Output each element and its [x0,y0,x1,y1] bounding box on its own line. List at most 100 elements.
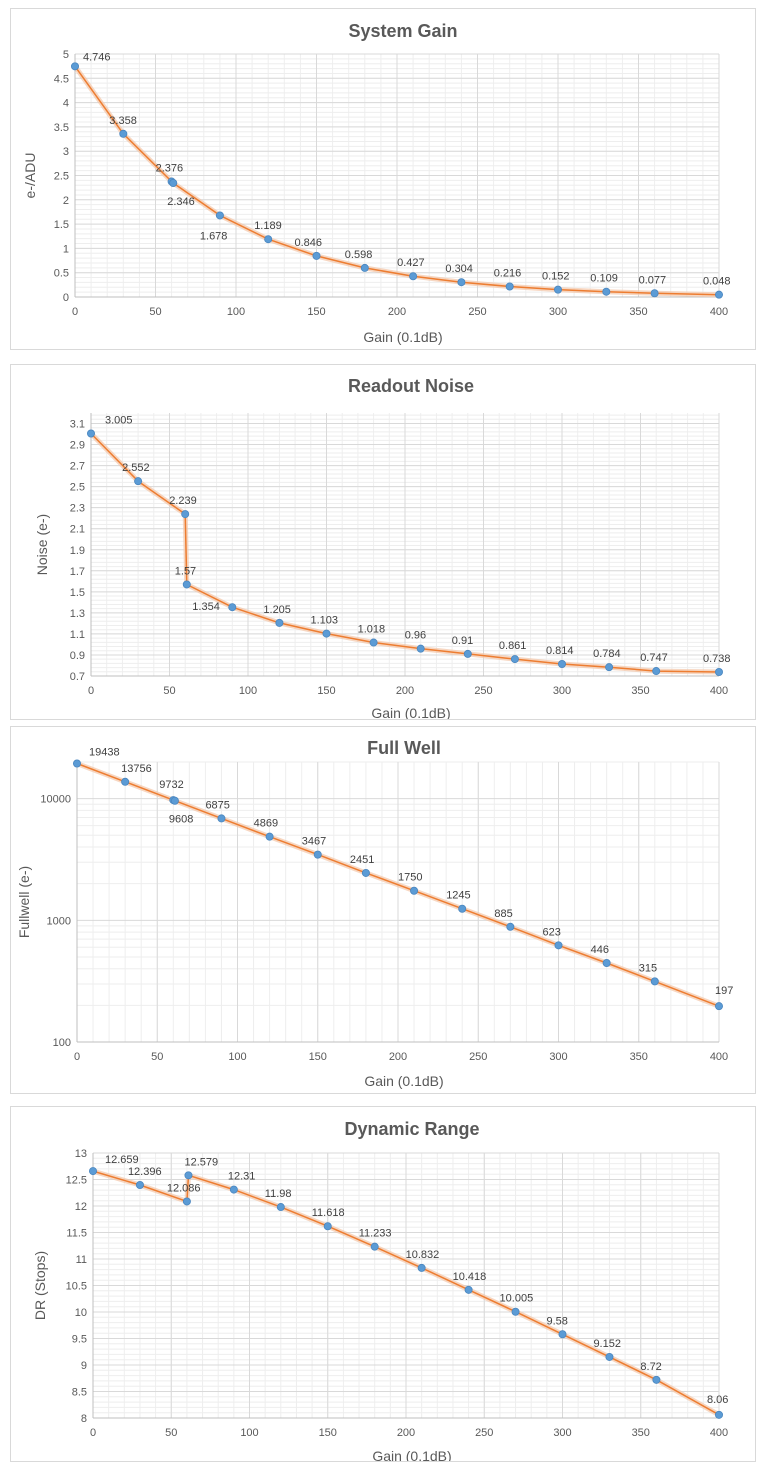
x-tick-label: 100 [228,1051,246,1063]
y-tick-label: 2 [63,195,69,207]
x-tick-label: 300 [549,1051,567,1063]
x-tick-label: 350 [632,1427,650,1439]
data-point [715,1410,724,1419]
data-point [505,282,514,291]
data-label: 0.747 [640,652,668,664]
data-point [410,886,419,895]
data-point [323,1222,332,1231]
x-tick-label: 300 [549,306,567,318]
x-tick-label: 50 [149,306,161,318]
data-point [182,580,191,589]
data-label: 1.57 [175,565,196,577]
data-point [417,1263,426,1272]
chart-panel-system-gain: 0 50 100 150 200 250 300 350 400 0 0.5 1 1.5 2 2.5 3 3.5… [10,8,756,350]
y-tick-label: 2.1 [70,524,85,536]
data-point [605,663,614,672]
data-label: 4.746 [83,51,111,63]
chart-panel-dynamic-range: 0 50 100 150 200 250 300 350 400 8 8.5 9 9.5 10 10.5 11… [10,1106,756,1462]
y-tick-label: 1.3 [70,608,85,620]
data-point [715,290,724,299]
x-tick-label: 400 [710,306,728,318]
data-label: 1.354 [192,601,220,613]
y-tick-label: 1.5 [70,587,85,599]
data-label: 3467 [302,836,326,848]
data-point [135,1181,144,1190]
y-tick-label: 10000 [40,794,71,806]
x-tick-label: 250 [468,306,486,318]
data-label: 9.152 [593,1338,621,1350]
y-tick-label: 1.7 [70,566,85,578]
x-tick-label: 150 [309,1051,327,1063]
data-point [464,1285,473,1294]
data-point [554,285,563,294]
data-point [506,922,515,931]
data-label: 1.189 [254,220,282,232]
data-point [229,1185,238,1194]
x-axis-label: Gain (0.1dB) [371,705,450,719]
y-tick-label: 1000 [47,915,71,927]
data-label: 0.427 [397,257,425,269]
x-tick-label: 0 [72,306,78,318]
data-point [369,638,378,647]
data-label: 2.552 [122,462,150,474]
y-tick-label: 2.9 [70,440,85,452]
x-tick-label: 100 [239,685,257,697]
y-tick-label: 2.3 [70,503,85,515]
y-tick-label: 12 [75,1201,87,1213]
data-label: 10.005 [500,1293,534,1305]
data-label: 1.018 [358,624,386,636]
data-point [457,278,466,287]
x-tick-label: 50 [151,1051,163,1063]
data-point [370,1242,379,1251]
x-tick-label: 250 [475,1427,493,1439]
data-point [652,1375,661,1384]
data-label: 12.396 [128,1166,162,1178]
x-tick-label: 0 [88,685,94,697]
readout-noise-chart: 0 50 100 150 200 250 300 350 400 0.7 0.9 1.1 1.3 1.5 1… [34,376,731,719]
data-label: 9608 [169,814,193,826]
x-tick-label: 100 [227,306,245,318]
y-tick-label: 9.5 [72,1334,87,1346]
data-label: 1.205 [263,604,291,616]
y-tick-label: 10.5 [66,1281,87,1293]
x-tick-label: 200 [389,1051,407,1063]
x-tick-label: 0 [90,1427,96,1439]
data-point [463,649,472,658]
data-point [119,129,128,138]
x-tick-label: 250 [469,1051,487,1063]
x-tick-label: 300 [553,685,571,697]
x-tick-label: 200 [396,685,414,697]
data-label: 3.358 [109,115,137,127]
data-label: 12.659 [105,1154,139,1166]
y-tick-label: 8.5 [72,1387,87,1399]
data-point [275,618,284,627]
data-point [228,603,237,612]
x-tick-label: 50 [163,685,175,697]
data-label: 1245 [446,890,470,902]
data-point [265,832,274,841]
data-point [87,429,96,438]
data-point [458,904,467,913]
y-tick-label: 10 [75,1307,87,1319]
data-point [416,644,425,653]
data-label: 0.216 [494,268,522,280]
y-tick-label: 2.5 [54,171,69,183]
y-axis-label: Fullwell (e-) [16,866,32,938]
data-label: 0.846 [295,237,323,249]
data-point [360,263,369,272]
data-point [558,1330,567,1339]
x-tick-label: 200 [397,1427,415,1439]
data-label: 623 [543,926,561,938]
y-tick-label: 4 [63,98,69,110]
dynamic-range-chart: 0 50 100 150 200 250 300 350 400 8 8.5 9 9.5 10 10.5 11… [32,1119,728,1461]
data-point [652,667,661,676]
x-tick-label: 400 [710,1051,728,1063]
data-point [312,251,321,260]
data-point [361,868,370,877]
data-label: 0.814 [546,645,574,657]
system-gain-chart: 0 50 100 150 200 250 300 350 400 0 0.5 1 1.5 2 2.5 3 3.5… [22,21,731,345]
x-tick-label: 350 [630,1051,648,1063]
data-point [558,660,567,669]
data-label: 446 [591,944,609,956]
data-point [217,814,226,823]
